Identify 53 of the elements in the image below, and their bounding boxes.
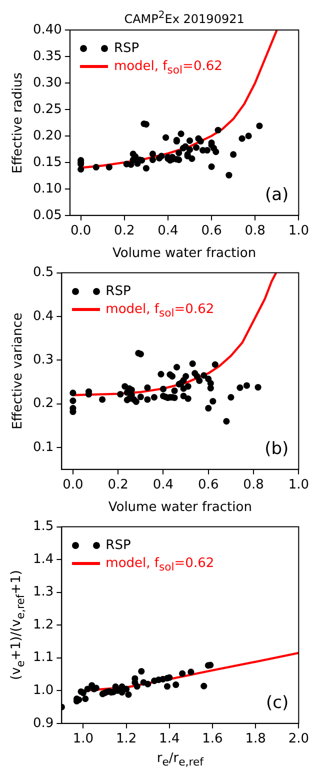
y-axis-title: Effective variance [10, 312, 26, 430]
x-tick-label: 0.0 [70, 224, 92, 239]
x-tick-label: 0.2 [108, 478, 128, 493]
y-tick-label: 1.0 [32, 683, 54, 698]
legend-label: RSP [106, 538, 131, 553]
annotation: (c) [266, 693, 289, 714]
x-axis-title: Volume water fraction [107, 500, 253, 515]
x-tick-label: 1.2 [116, 732, 137, 747]
x-tick-label: 0.4 [158, 224, 178, 239]
x-tick-label: 1.8 [245, 732, 266, 747]
x-tick-label: 0.0 [62, 478, 84, 493]
y-tick-label: 0.35 [32, 48, 62, 64]
annotation: (a) [264, 185, 289, 206]
y-tick-label: 1.1 [32, 650, 54, 666]
x-tick-label: 0.2 [114, 224, 135, 239]
x-tick-label: 2.0 [288, 732, 310, 747]
y-tick-label: 1.5 [32, 519, 54, 534]
legend-label: RSP [106, 284, 131, 299]
x-tick-label: 0.6 [201, 224, 222, 239]
x-axis-title: r$_{e}$/r$_{e,ref}$ [156, 751, 205, 769]
x-tick-label: 1.4 [159, 732, 180, 747]
legend-label: model, f$_{sol}$=0.62 [114, 59, 222, 77]
chart-title: CAMP$^{2}$Ex 20190921 [123, 10, 246, 26]
x-tick-label: 0.4 [152, 478, 174, 493]
y-tick-label: 0.1 [32, 440, 54, 455]
x-axis-title: Volume water fraction [111, 246, 258, 261]
y-tick-label: 1.2 [32, 617, 54, 632]
annotation: (b) [264, 439, 289, 460]
y-tick-label: 1.4 [32, 552, 54, 567]
y-tick-label: 0.30 [32, 75, 62, 90]
legend-label: RSP [114, 41, 140, 56]
y-tick-label: 0.20 [32, 128, 62, 144]
y-tick-label: 0.05 [32, 208, 62, 223]
y-tick-label: 0.25 [32, 102, 62, 117]
legend-label: model, f$_{sol}$=0.62 [106, 556, 214, 574]
y-tick-label: 0.15 [32, 154, 62, 170]
x-tick-label: 0.8 [243, 478, 264, 493]
x-tick-label: 0.6 [198, 478, 219, 493]
y-tick-label: 0.40 [32, 22, 62, 38]
x-tick-label: 1.0 [72, 732, 94, 747]
y-tick-label: 0.2 [32, 396, 54, 412]
y-tick-label: 1.3 [32, 584, 54, 600]
x-tick-label: 1.6 [202, 732, 223, 747]
y-tick-label: 0.10 [32, 181, 62, 196]
legend-label: model, f$_{sol}$=0.62 [106, 302, 214, 320]
x-tick-label: 1.0 [288, 224, 310, 239]
y-tick-label: 0.3 [32, 352, 54, 368]
y-axis-title: Effective radius [10, 72, 26, 174]
y-tick-label: 0.5 [32, 265, 54, 280]
x-tick-label: 0.8 [244, 224, 266, 239]
x-tick-label: 1.0 [288, 478, 310, 493]
y-tick-label: 0.4 [32, 308, 54, 324]
y-tick-label: 0.9 [32, 716, 54, 731]
